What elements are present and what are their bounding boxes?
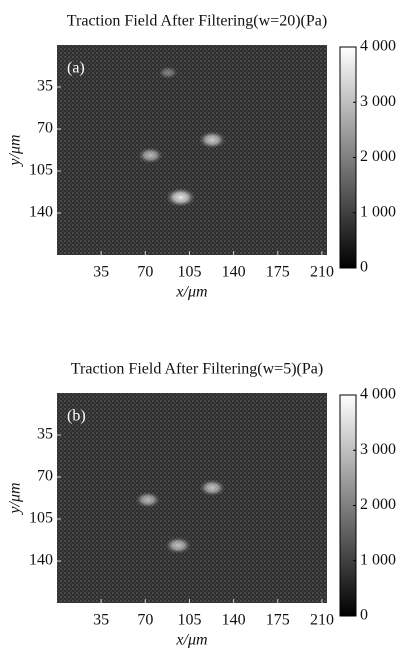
panel-label: (a) bbox=[67, 60, 85, 77]
x-tick-label: 35 bbox=[93, 612, 109, 629]
x-tick-label: 140 bbox=[222, 264, 246, 281]
colorbar-tick-label: 3 000 bbox=[360, 93, 396, 110]
heatmap-background bbox=[57, 45, 327, 255]
hotspot bbox=[165, 187, 196, 207]
hotspot bbox=[137, 147, 163, 164]
y-tick-label: 105 bbox=[29, 162, 53, 179]
chart-title: Traction Field After Filtering(w=20)(Pa) bbox=[67, 13, 327, 30]
hotspot bbox=[198, 131, 226, 149]
colorbar-tick-label: 2 000 bbox=[360, 148, 396, 165]
hotspot bbox=[158, 66, 178, 79]
chart-title: Traction Field After Filtering(w=5)(Pa) bbox=[71, 361, 323, 378]
colorbar-tick-label: 1 000 bbox=[360, 551, 396, 568]
x-axis-label: x/μm bbox=[175, 632, 207, 649]
x-tick-label: 140 bbox=[222, 612, 246, 629]
x-tick-label: 175 bbox=[266, 264, 290, 281]
y-tick-label: 70 bbox=[37, 468, 53, 485]
x-tick-label: 105 bbox=[177, 612, 201, 629]
hotspot bbox=[165, 536, 192, 554]
y-tick-label: 140 bbox=[29, 204, 53, 221]
colorbar-tick-label: 4 000 bbox=[360, 38, 396, 55]
y-tick-label: 105 bbox=[29, 510, 53, 527]
x-tick-label: 210 bbox=[310, 264, 334, 281]
heatmap-background bbox=[57, 393, 327, 603]
colorbar-tick-label: 1 000 bbox=[360, 203, 396, 220]
x-axis-label: x/μm bbox=[175, 284, 207, 301]
hotspot bbox=[135, 491, 161, 508]
y-tick-label: 35 bbox=[37, 78, 53, 95]
colorbar-tick-label: 4 000 bbox=[360, 386, 396, 403]
y-axis-label: y/μm bbox=[7, 134, 24, 167]
colorbar-tick-label: 0 bbox=[360, 259, 368, 276]
y-axis-label: y/μm bbox=[7, 482, 24, 515]
colorbar-tick-label: 2 000 bbox=[360, 496, 396, 513]
x-tick-label: 175 bbox=[266, 612, 290, 629]
y-tick-label: 140 bbox=[29, 552, 53, 569]
colorbar-tick-label: 3 000 bbox=[360, 441, 396, 458]
x-tick-label: 70 bbox=[137, 612, 153, 629]
x-tick-label: 210 bbox=[310, 612, 334, 629]
y-tick-label: 70 bbox=[37, 120, 53, 137]
y-tick-label: 35 bbox=[37, 426, 53, 443]
x-tick-label: 105 bbox=[177, 264, 201, 281]
panel-label: (b) bbox=[67, 408, 86, 425]
colorbar-tick-label: 0 bbox=[360, 607, 368, 624]
x-tick-label: 70 bbox=[137, 264, 153, 281]
hotspot bbox=[199, 479, 226, 497]
x-tick-label: 35 bbox=[93, 264, 109, 281]
